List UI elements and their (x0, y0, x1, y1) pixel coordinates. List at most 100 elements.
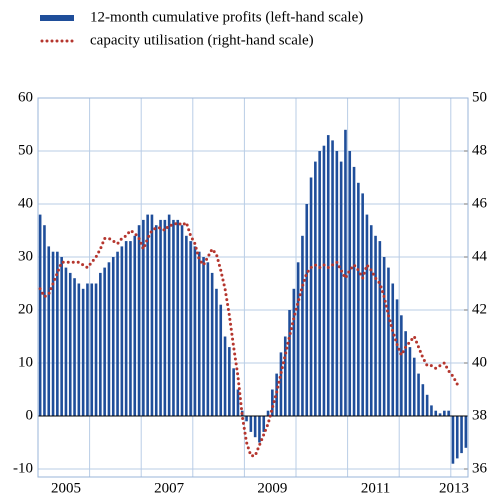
bar (279, 352, 283, 416)
bar (296, 262, 300, 416)
line (38, 220, 459, 458)
bar (150, 214, 154, 416)
y2-tick-label: 48 (472, 142, 487, 158)
bar (369, 225, 373, 416)
bar (357, 182, 360, 416)
bar (283, 336, 287, 416)
y-tick-label: 60 (18, 89, 33, 105)
y2-tick-label: 44 (472, 248, 488, 264)
bar (335, 151, 339, 416)
bar (210, 272, 214, 416)
y-tick-label: 10 (18, 354, 33, 370)
bar (245, 416, 248, 422)
bar (180, 225, 184, 416)
y-tick-label: -10 (13, 460, 33, 476)
plot-area (38, 98, 468, 477)
y2-tick-label: 46 (472, 195, 488, 211)
bar (146, 214, 149, 416)
legend-swatch (40, 15, 74, 21)
bar (271, 389, 274, 416)
bar (326, 135, 330, 416)
y-tick-label: 0 (26, 407, 34, 423)
bar (400, 315, 403, 416)
bar (374, 235, 377, 416)
bar (176, 219, 180, 416)
bar (262, 416, 266, 432)
bar (56, 251, 59, 416)
bar (361, 193, 364, 416)
bar (107, 262, 111, 416)
bar (202, 257, 205, 416)
bar (382, 257, 386, 416)
bar (111, 257, 115, 416)
bar (395, 299, 399, 416)
bar (443, 410, 446, 416)
bar (68, 272, 72, 416)
bar (434, 410, 438, 416)
bar (64, 267, 68, 416)
bar (51, 251, 55, 416)
bar (236, 389, 240, 416)
bar (193, 246, 197, 416)
x-tick-label: 2009 (257, 480, 287, 496)
bar (421, 384, 425, 416)
x-tick-label: 2007 (154, 480, 185, 496)
bar (129, 241, 132, 416)
bar (253, 416, 257, 438)
bar (159, 219, 162, 416)
bar (73, 278, 76, 416)
bar (249, 416, 253, 432)
bar (197, 251, 201, 416)
bar (344, 129, 347, 417)
bar (90, 283, 94, 416)
bar (438, 413, 442, 416)
bar (86, 283, 89, 416)
bar (124, 241, 128, 416)
bar (154, 225, 158, 416)
bar (460, 416, 463, 454)
bar (77, 283, 81, 416)
bar (339, 161, 343, 416)
bar (408, 347, 412, 416)
bar (120, 246, 124, 416)
bar (185, 235, 188, 416)
bar (172, 219, 175, 416)
y-tick-label: 20 (18, 301, 33, 317)
bar (314, 161, 317, 416)
bar (430, 405, 433, 416)
y2-tick-label: 50 (472, 89, 487, 105)
bar (167, 214, 171, 416)
bar (94, 283, 98, 416)
legend-label: 12-month cumulative profits (left-hand s… (90, 9, 363, 25)
bar (305, 204, 309, 416)
bar (116, 251, 119, 416)
bar (206, 262, 210, 416)
bar (99, 272, 102, 416)
y-tick-label: 40 (18, 195, 33, 211)
bar (38, 214, 42, 416)
bar (219, 304, 223, 416)
bar (404, 331, 407, 416)
bar (417, 373, 420, 416)
bar (318, 151, 321, 416)
y-tick-label: 30 (18, 248, 33, 264)
x-tick-label: 2013 (439, 480, 469, 496)
bar (275, 373, 278, 416)
plot-frame (37, 97, 469, 478)
y2-tick-label: 38 (472, 407, 487, 423)
y2-tick-label: 42 (472, 301, 487, 317)
y2-tick-label: 40 (472, 354, 487, 370)
bar (412, 357, 416, 416)
x-tick-label: 2011 (361, 480, 390, 496)
bar (163, 219, 167, 416)
bar (425, 394, 429, 416)
y-tick-label: 50 (18, 142, 33, 158)
bar (391, 283, 395, 416)
bar (309, 177, 313, 416)
bar (348, 151, 352, 416)
bar (464, 416, 468, 448)
bar (223, 336, 227, 416)
bar (215, 288, 218, 416)
bar (133, 235, 137, 416)
